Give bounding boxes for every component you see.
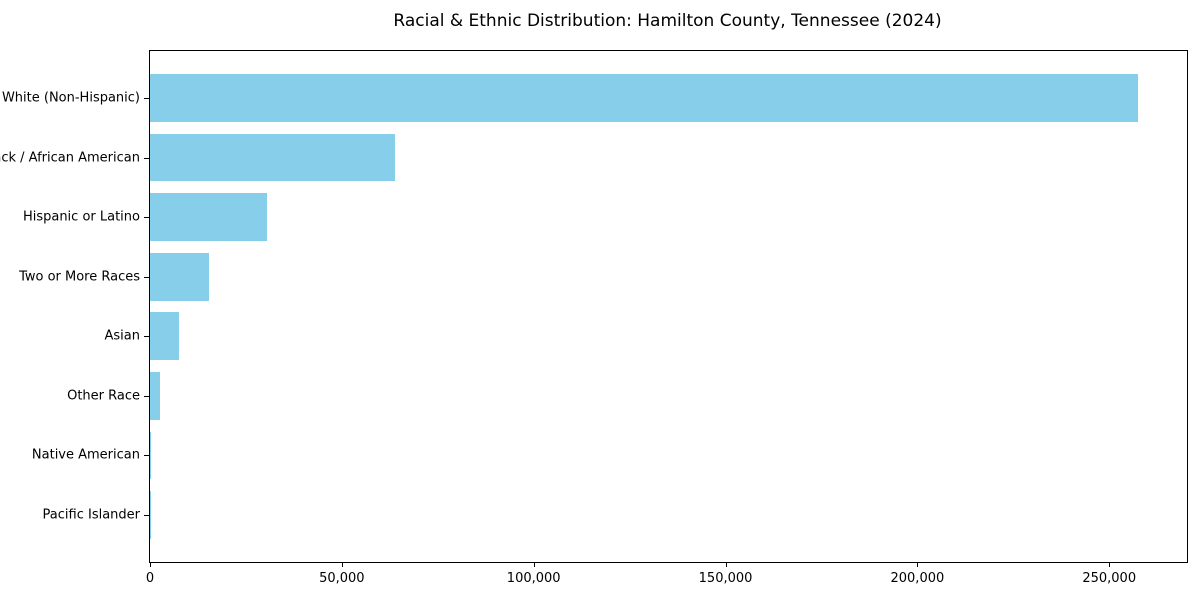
bar-black-african-american xyxy=(150,133,395,182)
x-tick xyxy=(725,562,727,567)
bar-other-race xyxy=(150,372,160,420)
x-tick-label: 250,000 xyxy=(1082,571,1137,586)
bar-white-non-hispanic- xyxy=(150,74,1138,122)
bar-native-american xyxy=(150,431,151,480)
x-tick xyxy=(1109,562,1111,567)
bar-two-or-more-races xyxy=(150,252,209,301)
y-tick-label: Asian xyxy=(104,328,140,344)
y-tick xyxy=(144,455,149,457)
y-tick-label: Two or More Races xyxy=(19,269,140,285)
y-tick xyxy=(144,395,149,397)
y-tick xyxy=(144,157,149,159)
y-tick-label: White (Non-Hispanic) xyxy=(1,90,140,106)
y-tick xyxy=(144,98,149,100)
y-tick xyxy=(144,336,149,338)
x-tick xyxy=(150,562,151,567)
y-tick xyxy=(144,217,149,219)
x-tick xyxy=(533,562,535,567)
y-tick-label: Hispanic or Latino xyxy=(22,209,140,225)
y-tick xyxy=(144,514,149,516)
x-tick-label: 200,000 xyxy=(890,571,945,586)
x-tick-label: 150,000 xyxy=(698,571,753,586)
y-tick-label: Pacific Islander xyxy=(42,507,140,523)
y-tick xyxy=(144,276,149,278)
x-tick-label: 0 xyxy=(145,571,155,586)
x-tick xyxy=(917,562,919,567)
chart-title: Racial & Ethnic Distribution: Hamilton C… xyxy=(393,11,942,31)
x-tick-label: 50,000 xyxy=(319,571,365,586)
y-tick-label: Black / African American xyxy=(0,150,140,166)
bar-asian xyxy=(150,312,180,361)
bar-hispanic-or-latino xyxy=(150,193,268,241)
y-tick-label: Native American xyxy=(31,447,140,463)
x-tick-label: 100,000 xyxy=(506,571,561,586)
plot-area: White (Non-Hispanic) Black / African Amer… xyxy=(0,50,1188,586)
y-tick-label: Other Race xyxy=(67,388,140,404)
x-tick xyxy=(341,562,343,567)
